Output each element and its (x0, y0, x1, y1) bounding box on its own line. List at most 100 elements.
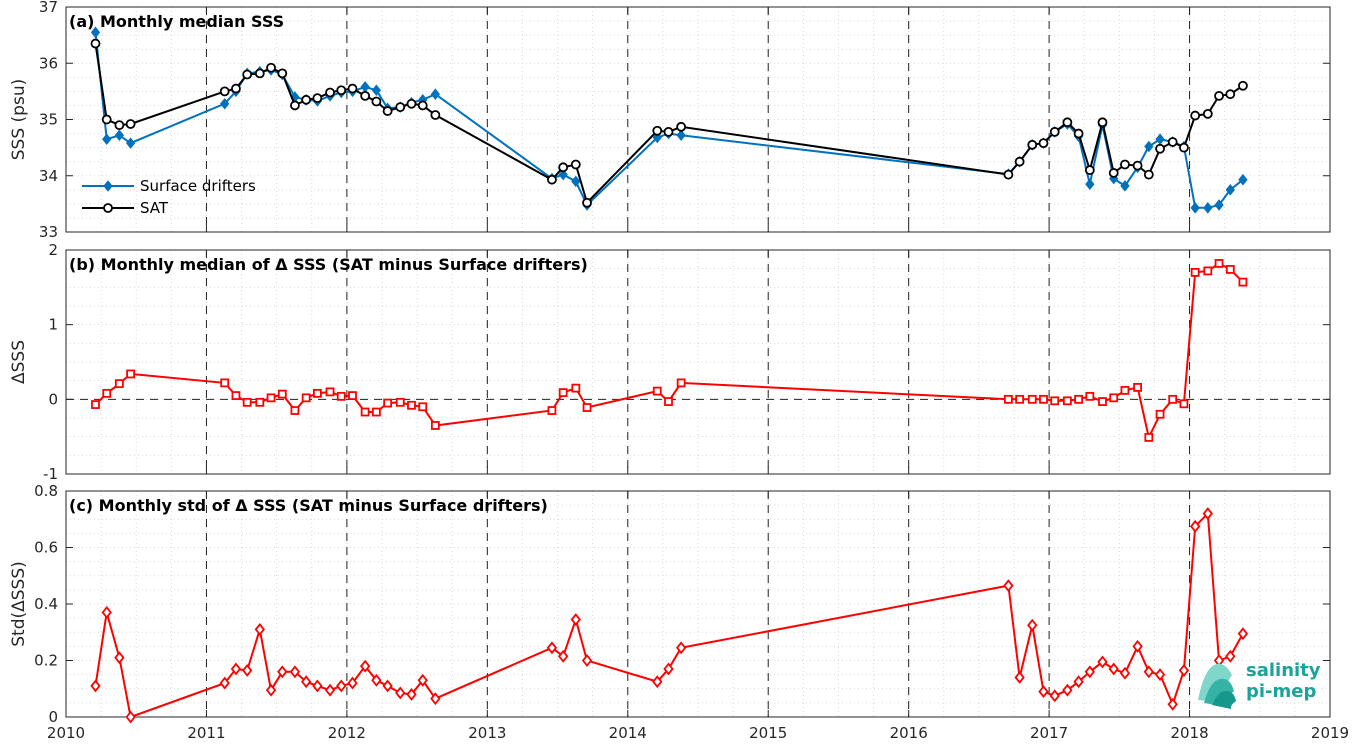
data-point (1190, 267, 1200, 277)
data-point (1015, 394, 1025, 404)
data-point (395, 397, 405, 407)
series-sat (90, 38, 1248, 208)
y-tick-label: 0.2 (34, 652, 58, 670)
data-point (1155, 143, 1165, 154)
y-axis-label: Std(ΔSSS) (9, 561, 29, 647)
data-point (663, 126, 674, 137)
data-point (675, 641, 687, 655)
data-point (220, 97, 230, 110)
data-point (558, 388, 568, 398)
data-point (230, 662, 242, 676)
data-point (1014, 156, 1025, 167)
data-point (101, 114, 112, 125)
y-axis-label: ΔSSS (9, 340, 29, 384)
data-point (1014, 671, 1025, 684)
data-point (371, 673, 382, 687)
data-point (360, 407, 370, 417)
data-point (676, 378, 686, 388)
legend-label: Surface drifters (140, 177, 256, 195)
data-point (242, 69, 253, 80)
data-point (676, 129, 686, 142)
y-tick-label: 0 (48, 390, 58, 408)
data-point (558, 649, 569, 663)
legend: Surface drifters SAT (82, 177, 256, 217)
data-point (347, 83, 358, 94)
data-point (547, 174, 557, 185)
data-point (371, 407, 381, 417)
data-point (558, 168, 568, 181)
data-point (1108, 168, 1119, 178)
data-point (1062, 117, 1073, 128)
data-point (266, 62, 276, 73)
data-point (125, 119, 136, 129)
data-point (1098, 397, 1107, 406)
data-point (430, 421, 440, 430)
y-tick-label: 35 (39, 111, 58, 129)
data-point (101, 606, 112, 619)
data-point (1003, 169, 1014, 180)
data-point (1237, 627, 1249, 641)
data-point (254, 68, 265, 79)
data-point (325, 87, 335, 98)
series-data (90, 507, 1249, 724)
data-point (254, 622, 265, 636)
logo-text-line1: salinity (1246, 660, 1321, 681)
data-point (406, 98, 417, 109)
data-point (582, 197, 592, 208)
data-point (1049, 126, 1060, 137)
data-point (1050, 396, 1060, 406)
data-point (255, 397, 265, 407)
data-point (336, 85, 347, 96)
data-point (102, 133, 112, 145)
data-point (277, 389, 287, 399)
data-point (1049, 689, 1060, 703)
data-point (547, 406, 557, 415)
panel-a: 33 34 35 36 37 SSS (psu) (a) Monthly median SS… (9, 0, 1331, 241)
data-point (219, 86, 230, 97)
data-point (348, 391, 357, 401)
data-point (1225, 265, 1235, 274)
panel-title: (c) Monthly std of Δ SSS (SAT minus Surf… (69, 496, 548, 515)
data-point (1225, 89, 1236, 100)
data-point (1143, 665, 1154, 679)
data-point (652, 675, 663, 689)
data-point (1097, 655, 1108, 669)
data-point (90, 679, 101, 693)
data-point (1144, 433, 1154, 442)
data-point (417, 100, 428, 111)
data-point (570, 159, 581, 170)
data-point (1202, 108, 1213, 119)
data-point (1085, 391, 1095, 401)
data-point (126, 369, 136, 379)
data-point (1073, 675, 1084, 689)
data-point (312, 679, 323, 693)
data-point (277, 665, 288, 679)
data-point (1132, 160, 1143, 171)
data-point (1214, 199, 1224, 211)
data-point (430, 692, 441, 706)
data-point (1167, 697, 1178, 711)
data-point (1154, 668, 1166, 682)
data-point (1073, 128, 1084, 139)
data-point (231, 391, 241, 401)
axes-box (65, 249, 1331, 475)
y-tick-label: 0.4 (34, 595, 58, 613)
data-point (383, 398, 393, 408)
data-point (1214, 90, 1224, 101)
data-point (1225, 649, 1236, 663)
data-point (417, 673, 428, 687)
data-point (301, 675, 312, 689)
x-tick-label: 2014 (609, 724, 647, 742)
data-point (571, 383, 581, 393)
data-point (266, 393, 276, 403)
data-point (1168, 394, 1178, 404)
data-point (430, 110, 441, 120)
y-tick-label: 33 (39, 223, 58, 241)
data-point (1238, 80, 1248, 91)
data-point (1179, 399, 1189, 409)
data-point (1038, 138, 1049, 149)
data-point (1202, 507, 1213, 521)
legend-marker (103, 203, 113, 213)
data-point (242, 397, 252, 407)
logo-wave-icon (1198, 663, 1236, 709)
